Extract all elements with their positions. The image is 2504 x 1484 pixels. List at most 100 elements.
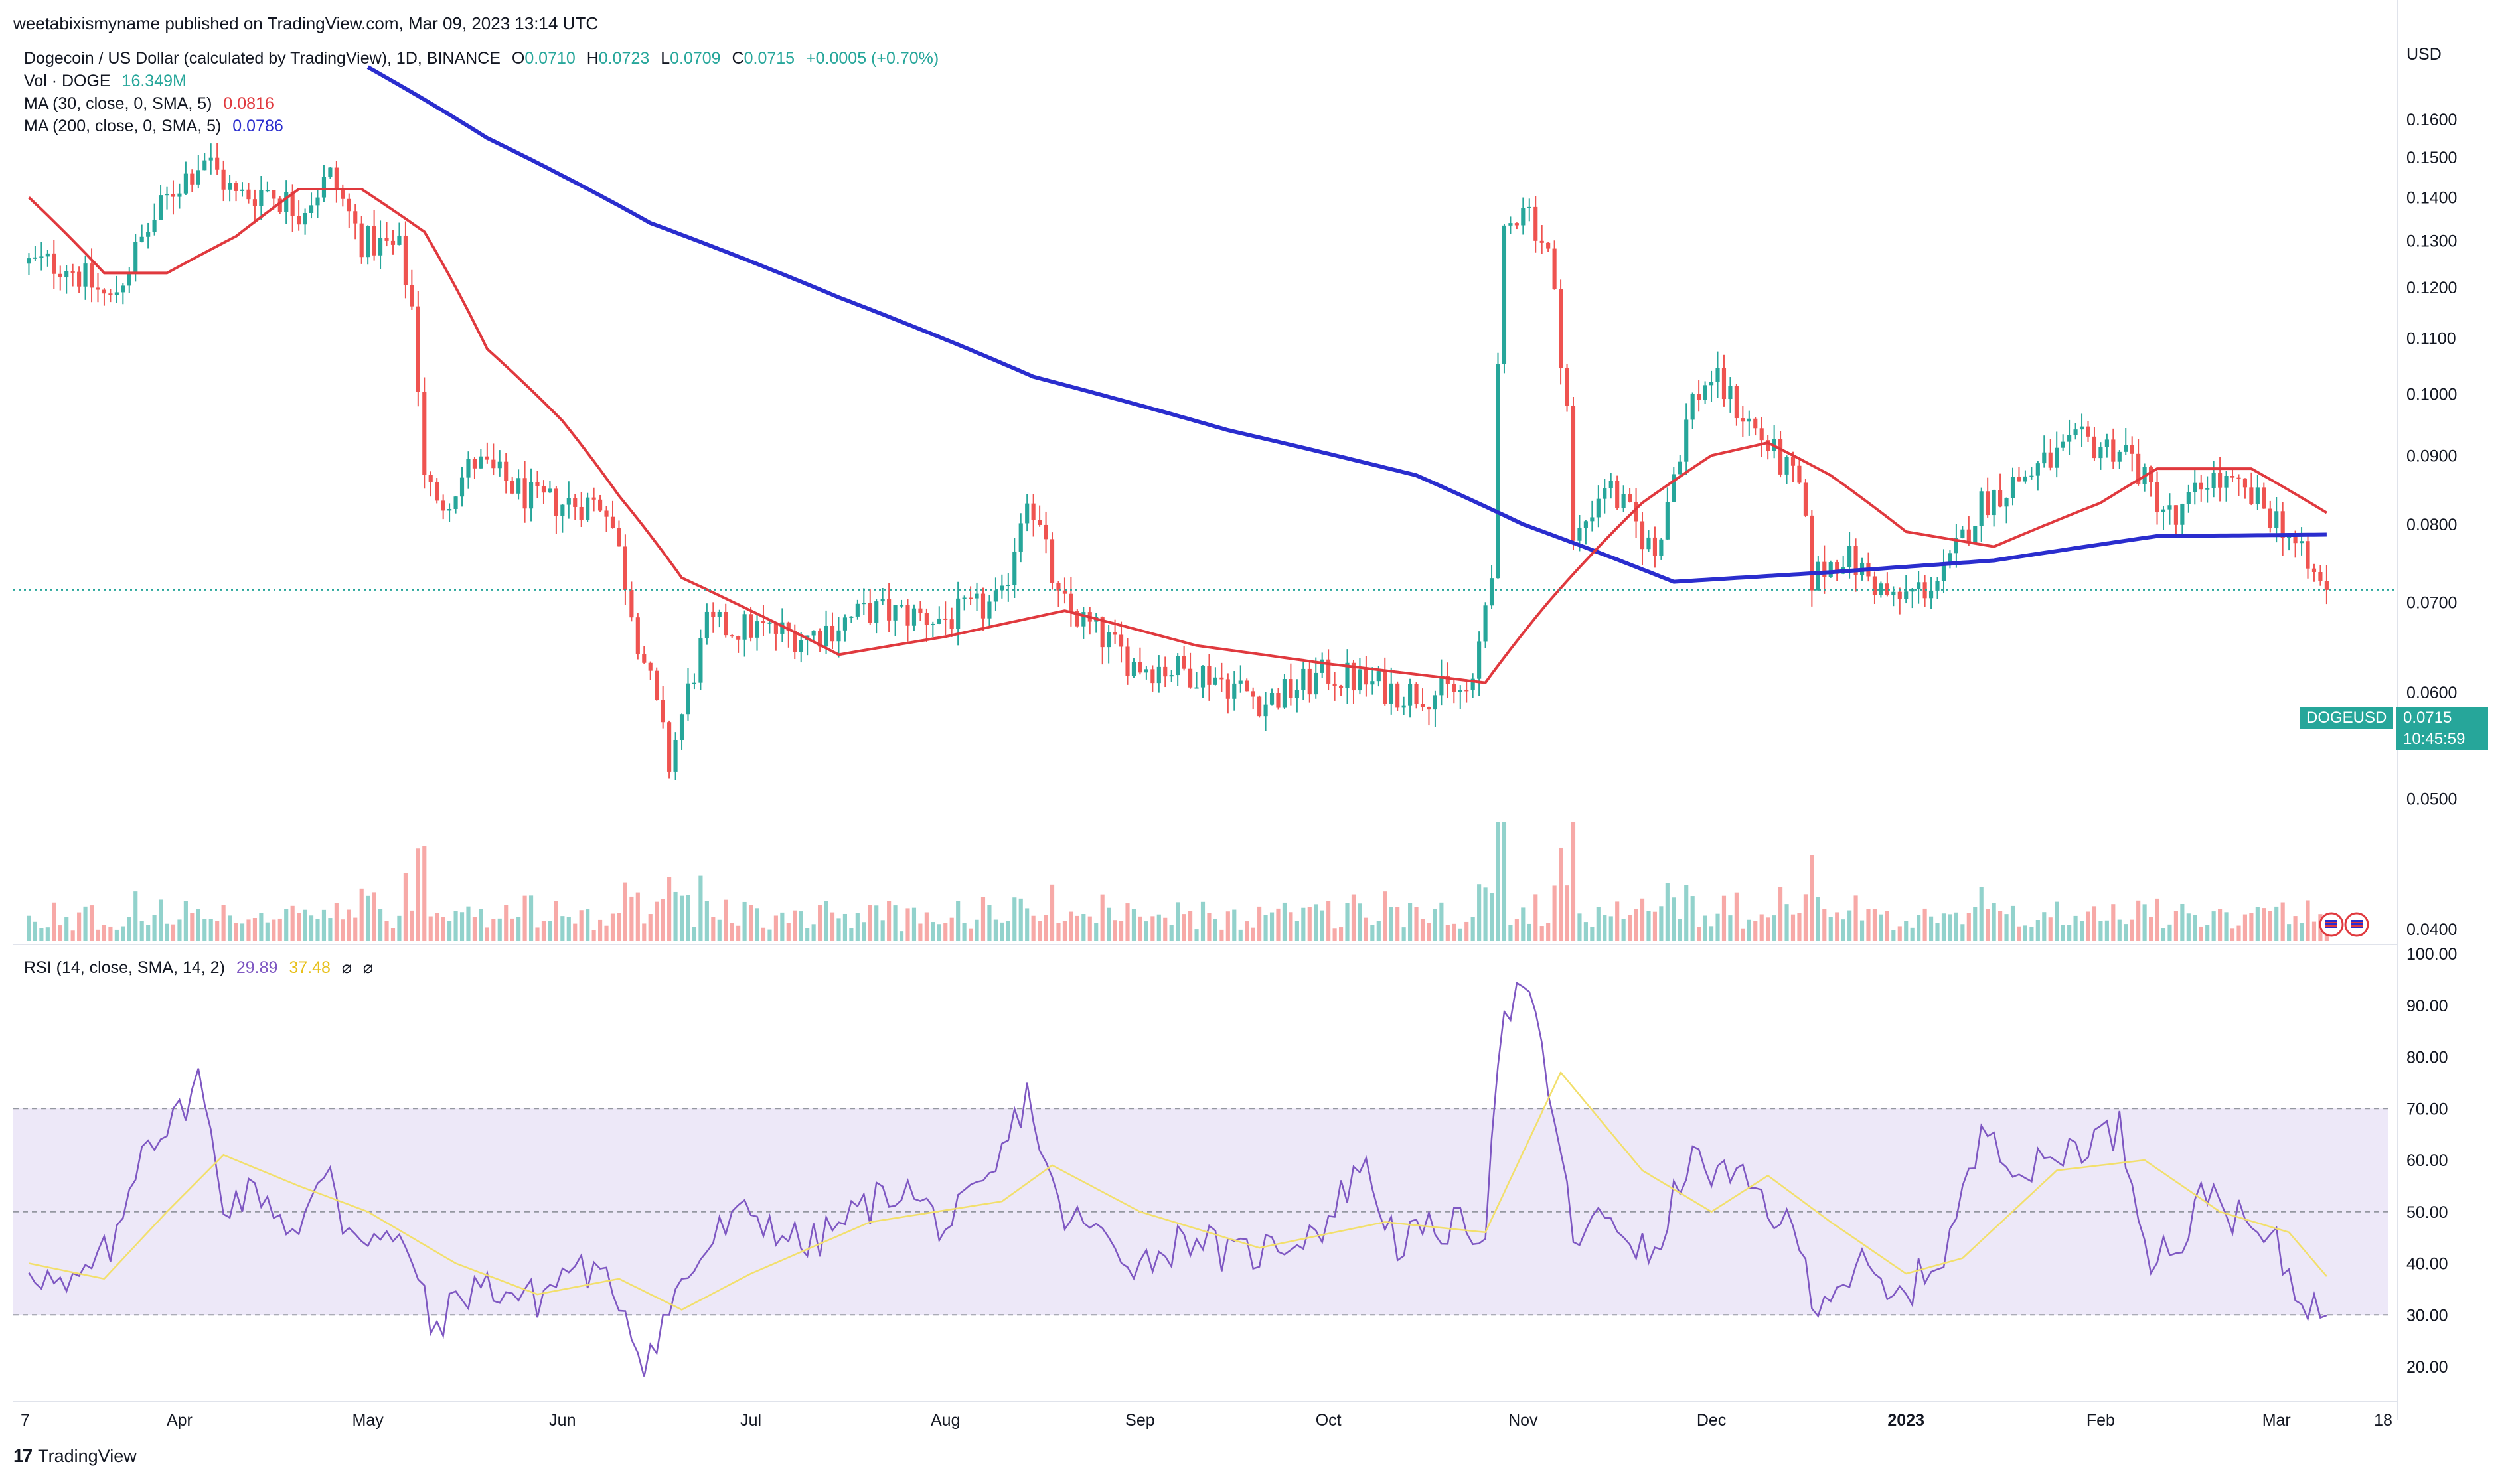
volume-bar <box>1690 896 1695 941</box>
candle-body <box>1816 561 1820 591</box>
candle-body <box>2061 441 2065 448</box>
volume-bar <box>755 908 759 941</box>
volume-bar <box>1966 913 1971 941</box>
volume-bar <box>2055 901 2059 941</box>
time-tick-label: Dec <box>1697 1411 1726 1430</box>
candle-body <box>2167 505 2172 510</box>
volume-bar <box>459 912 465 941</box>
hidden-series-icon[interactable]: ⌀ <box>341 958 352 977</box>
candle-body <box>1452 684 1456 692</box>
volume-bar <box>1006 921 1010 941</box>
candle-body <box>667 722 672 772</box>
volume-bar <box>146 925 151 941</box>
candle-body <box>1056 583 1061 591</box>
candle-body <box>2211 472 2216 488</box>
candle-body <box>1960 529 1965 538</box>
volume-bar <box>77 912 82 941</box>
volume-bar <box>1941 913 1946 941</box>
candle-body <box>64 271 69 278</box>
volume-bar <box>1703 915 1707 941</box>
candle-body <box>2249 487 2254 504</box>
volume-bar <box>761 927 766 941</box>
volume-bar <box>422 846 427 941</box>
tradingview-footer[interactable]: 17 TradingView <box>13 1446 137 1467</box>
candle-body <box>1665 502 1670 540</box>
volume-bar <box>1389 907 1393 941</box>
candle-body <box>102 289 107 294</box>
candle-body <box>1603 488 1607 499</box>
volume-bar <box>2199 926 2203 941</box>
volume-bar <box>1615 901 1620 941</box>
candle-body <box>1194 687 1199 689</box>
candle-body <box>554 488 558 516</box>
candle-body <box>1941 565 1946 581</box>
candle-body <box>1847 546 1852 568</box>
volume-bar <box>491 919 496 941</box>
volume-bar <box>773 915 778 941</box>
volume-bar <box>717 919 722 941</box>
volume-bar <box>1163 917 1168 941</box>
candle-body <box>730 635 734 637</box>
volume-bar <box>1031 915 1036 941</box>
volume-bar <box>1552 885 1557 941</box>
candle-body <box>1527 206 1531 208</box>
candle-body <box>2299 541 2304 544</box>
volume-bar <box>165 923 169 941</box>
candle-body <box>918 608 923 613</box>
candle-body <box>108 293 113 295</box>
candle-body <box>2104 439 2109 447</box>
volume-bar <box>2073 915 2078 941</box>
candle-body <box>1100 617 1105 648</box>
candle-body <box>1464 690 1469 692</box>
candle-body <box>1358 669 1362 691</box>
candle-body <box>1753 418 1758 429</box>
volume-bar <box>359 888 364 941</box>
volume-bar <box>108 926 113 941</box>
volume-bar <box>96 929 100 941</box>
volume-bar <box>1307 907 1312 941</box>
candle-body <box>604 510 609 517</box>
candle-body <box>1790 457 1796 466</box>
rsi-label: RSI (14, close, SMA, 14, 2) <box>24 958 225 977</box>
candle-body <box>1044 524 1048 540</box>
candle-body <box>1038 520 1042 525</box>
volume-bar <box>1559 847 1563 941</box>
candle-body <box>196 170 200 185</box>
volume-bar <box>1232 909 1237 941</box>
hidden-series-icon[interactable]: ⌀ <box>362 958 373 977</box>
countdown-badge: 10:45:59 <box>2396 729 2488 750</box>
volume-bar <box>1081 914 1086 941</box>
candle-body <box>2067 435 2072 442</box>
volume-bar <box>1038 921 1042 941</box>
volume-bar <box>2086 911 2090 941</box>
candle-body <box>353 211 358 224</box>
candle-body <box>27 258 31 264</box>
volume-bar <box>441 917 445 941</box>
candle-body <box>1652 537 1658 556</box>
volume-bar <box>2067 925 2072 941</box>
volume-bar <box>58 925 62 941</box>
volume-bar <box>2136 900 2141 941</box>
volume-bar <box>949 917 954 941</box>
volume-bar <box>2035 920 2040 941</box>
volume-bar <box>780 912 785 941</box>
candle-body <box>874 601 879 623</box>
volume-bar <box>1784 904 1789 941</box>
volume-bar <box>1100 894 1105 941</box>
volume-bar <box>943 923 948 941</box>
time-tick-label: 2023 <box>1887 1411 1924 1430</box>
candle-body <box>1351 662 1356 691</box>
volume-bar <box>1810 855 1814 941</box>
volume-bar <box>642 923 647 941</box>
volume-bar <box>956 901 961 941</box>
candle-body <box>2262 487 2266 509</box>
candle-body <box>2274 511 2279 528</box>
candle-body <box>1370 681 1375 685</box>
rsi-tick-label: 60.00 <box>2406 1151 2448 1170</box>
volume-bar <box>1219 929 1224 941</box>
volume-bar <box>504 905 509 941</box>
volume-bar <box>1715 913 1720 941</box>
volume-bar <box>1289 912 1293 941</box>
volume-bar <box>1659 906 1664 941</box>
price-tick-label: 0.1100 <box>2406 330 2456 348</box>
